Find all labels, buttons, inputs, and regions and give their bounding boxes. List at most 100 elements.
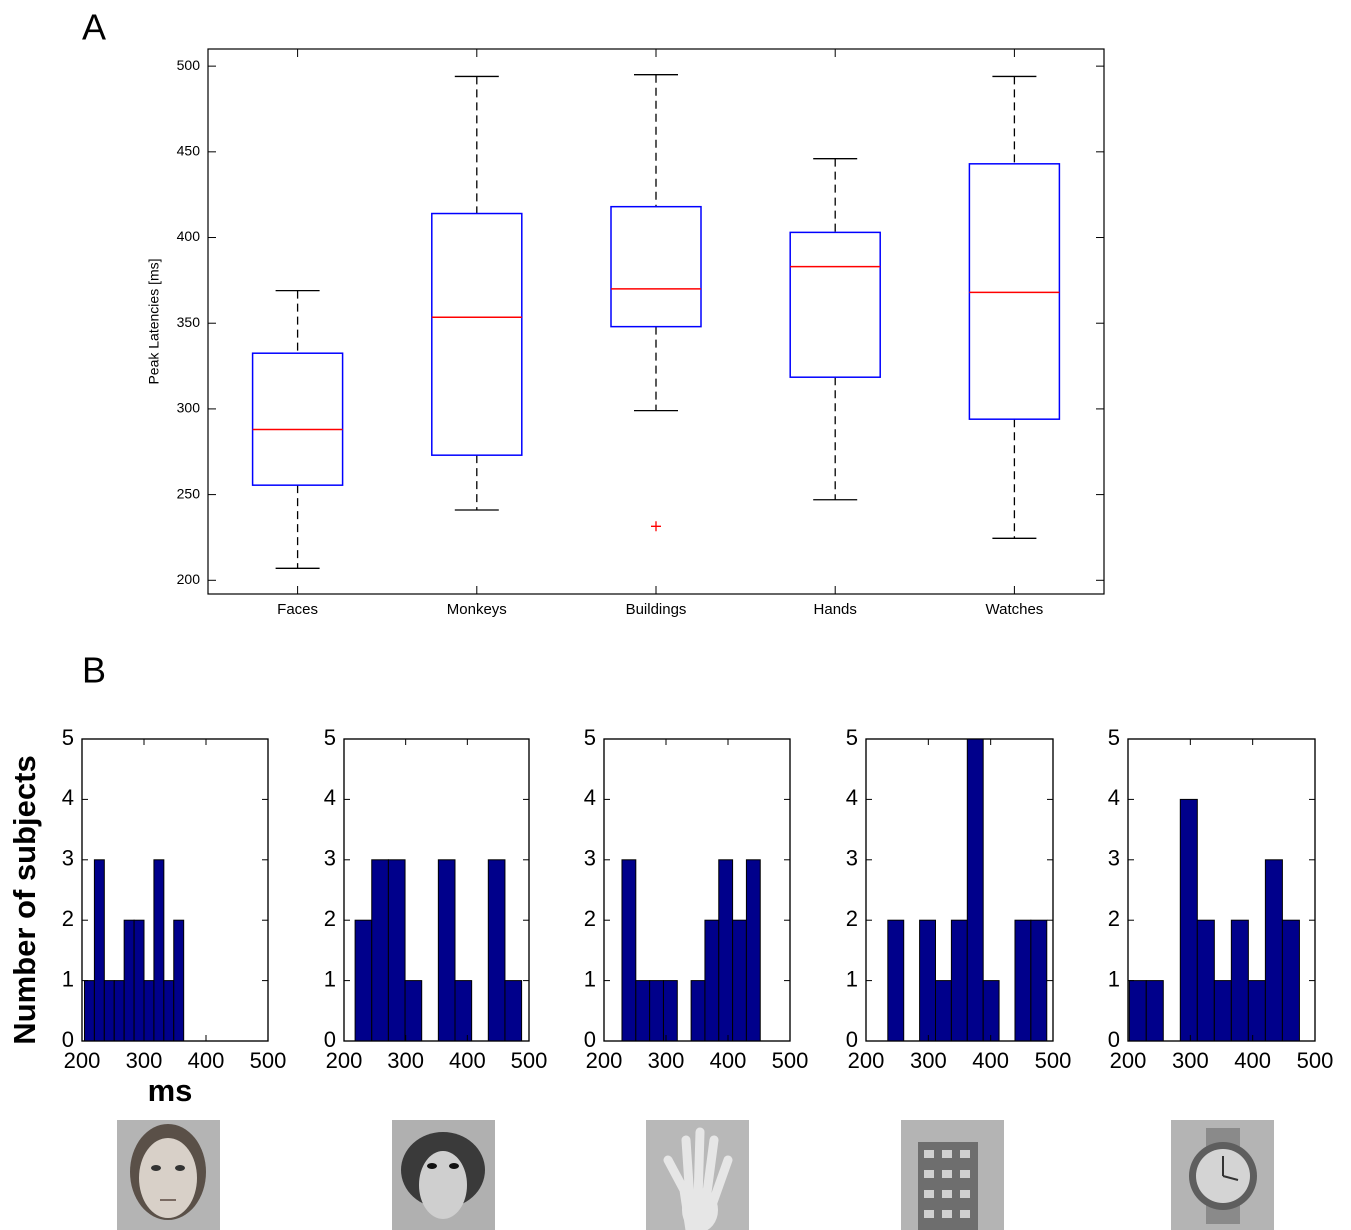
histogram-bar [966, 738, 984, 1042]
y-tick-label: 1 [324, 966, 336, 991]
y-tick-label: 1 [846, 966, 858, 991]
box [968, 163, 1061, 420]
histogram-bar [718, 859, 734, 1042]
y-tick-label: 2 [1108, 906, 1120, 931]
y-tick-label: 350 [177, 314, 201, 330]
histogram-bar [371, 859, 389, 1042]
y-tick-label: 4 [324, 785, 336, 810]
y-tick-label: 0 [846, 1027, 858, 1052]
y-tick-label: 200 [177, 571, 201, 587]
histogram-bar [143, 980, 155, 1042]
y-tick-label: 3 [62, 846, 74, 871]
y-tick-label: 400 [177, 228, 201, 244]
histogram-bar [982, 980, 1000, 1042]
x-tick-label: Watches [986, 601, 1044, 618]
histogram-bar [887, 919, 905, 1042]
histogram-bar [123, 919, 135, 1042]
y-tick-label: 0 [584, 1027, 596, 1052]
outlier [651, 521, 661, 532]
watch-image [1171, 1120, 1274, 1230]
x-tick-label: 200 [848, 1048, 885, 1073]
x-tick-label: 500 [1035, 1048, 1072, 1073]
y-tick-label: 2 [846, 906, 858, 931]
histogram-bar [621, 859, 637, 1042]
box [610, 205, 702, 328]
y-tick-label: 1 [62, 966, 74, 991]
histogram-bar [83, 980, 95, 1042]
histogram-bar [153, 859, 165, 1042]
x-tick-label: Monkeys [447, 601, 507, 618]
histogram-bar [93, 859, 105, 1042]
plot-frame [603, 738, 791, 1042]
histogram-bar [1213, 980, 1232, 1042]
x-tick-label: Buildings [626, 601, 687, 618]
histogram-bar [1247, 980, 1266, 1042]
histogram-bar [487, 859, 506, 1042]
y-tick-label: 4 [846, 785, 858, 810]
y-tick-label: 0 [62, 1027, 74, 1052]
y-tick-label: 0 [1108, 1027, 1120, 1052]
y-tick-label: 2 [584, 906, 596, 931]
histogram-bar [732, 919, 747, 1042]
y-tick-label: 5 [846, 725, 858, 750]
histogram-bar [704, 919, 720, 1042]
plot-frame [1127, 738, 1316, 1042]
plot-frame [865, 738, 1054, 1042]
y-tick-label: 5 [324, 725, 336, 750]
y-tick-label: 0 [324, 1027, 336, 1052]
y-tick-label: 500 [177, 57, 201, 73]
histogram-bar [1030, 919, 1048, 1042]
panel-label: A [82, 7, 106, 48]
y-tick-label: 1 [1108, 966, 1120, 991]
y-tick-label: 3 [846, 846, 858, 871]
histogram-bar [1230, 919, 1249, 1042]
y-tick-label: 300 [177, 400, 201, 416]
face-image [117, 1120, 220, 1230]
y-tick-label: 4 [584, 785, 596, 810]
box [789, 231, 881, 378]
x-tick-label: 300 [910, 1048, 947, 1073]
y-tick-label: 2 [62, 906, 74, 931]
y-axis-label: Peak Latencies [ms] [146, 258, 162, 384]
panel-label: B [82, 650, 106, 691]
x-tick-label: 400 [188, 1048, 225, 1073]
y-tick-label: 3 [584, 846, 596, 871]
histogram-bar [950, 919, 968, 1042]
histogram-bar [163, 980, 175, 1042]
x-tick-label: 300 [648, 1048, 685, 1073]
box [251, 352, 344, 486]
histogram-bar [354, 919, 373, 1042]
plot-frame [81, 738, 269, 1042]
y-tick-label: 5 [1108, 725, 1120, 750]
y-tick-label: 3 [324, 846, 336, 871]
histogram-bar [919, 919, 937, 1042]
x-tick-label: 200 [1110, 1048, 1147, 1073]
histogram-bar [745, 859, 761, 1042]
histogram-bar [437, 859, 456, 1042]
monkey-image [392, 1120, 495, 1230]
x-tick-label: 300 [1172, 1048, 1209, 1073]
histogram-bar [635, 980, 651, 1042]
x-tick-label: 200 [586, 1048, 623, 1073]
y-tick-label: 1 [584, 966, 596, 991]
y-tick-label: 4 [1108, 785, 1120, 810]
y-tick-label: 5 [62, 725, 74, 750]
histogram-bar [133, 919, 145, 1042]
y-tick-label: 250 [177, 485, 201, 501]
building-image [901, 1120, 1004, 1230]
x-tick-label: 400 [449, 1048, 486, 1073]
histogram-bar [387, 859, 406, 1042]
x-tick-label: 400 [1234, 1048, 1271, 1073]
x-tick-label: 300 [126, 1048, 163, 1073]
histogram-bar [649, 980, 664, 1042]
histogram-bar [404, 980, 423, 1042]
stimulus-images [117, 1120, 1274, 1230]
histogram-bar [504, 980, 523, 1042]
box [431, 212, 523, 456]
histogram-bar [935, 980, 952, 1042]
y-tick-label: 450 [177, 143, 201, 159]
x-tick-label: 500 [250, 1048, 287, 1073]
y-tick-label: 5 [584, 725, 596, 750]
x-tick-label: 500 [511, 1048, 548, 1073]
